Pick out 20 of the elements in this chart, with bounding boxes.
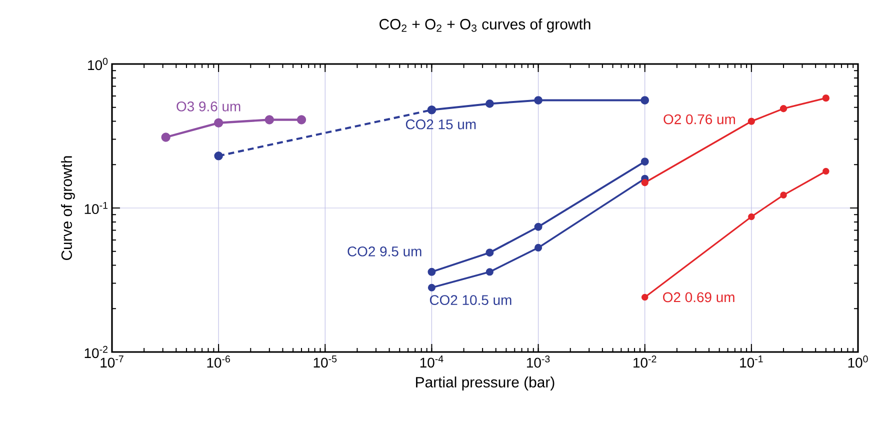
series-label: CO2 9.5 um bbox=[348, 246, 422, 256]
x-tick-label: 10$^{-5}$ bbox=[314, 356, 337, 368]
x-tick-label: 10$^{-2}$ bbox=[634, 356, 656, 368]
x-tick-label: 10$^{-4}$ bbox=[420, 356, 444, 368]
chart-title: CO$_{2}$ + O$_{2}$ + O$_{3}$ curves of growth bbox=[380, 18, 590, 32]
y-tick-label: 10$^{-2}$ bbox=[84, 346, 108, 358]
y-axis-title: Curve of growth bbox=[61, 156, 75, 260]
x-tick-label: 10$^{-7}$ bbox=[100, 356, 124, 368]
x-tick-label: 10$^{-1}$ bbox=[740, 356, 763, 368]
x-axis-title: Partial pressure (bar) bbox=[416, 376, 554, 390]
series-label: O2 0.69 um bbox=[663, 292, 734, 302]
series-label: O3 9.6 um bbox=[176, 101, 240, 112]
x-tick-label: 10$^{-6}$ bbox=[207, 356, 230, 368]
y-tick-label: 10$^{-1}$ bbox=[84, 202, 108, 214]
series-label: O2 0.76 um bbox=[664, 114, 735, 124]
series-label: CO2 15 um bbox=[406, 119, 476, 130]
y-tick-label: 10$^{0}$ bbox=[88, 58, 108, 70]
series-label: CO2 10.5 um bbox=[430, 295, 512, 306]
x-tick-label: 10$^{0}$ bbox=[848, 356, 868, 368]
x-tick-label: 10$^{-3}$ bbox=[527, 356, 550, 368]
